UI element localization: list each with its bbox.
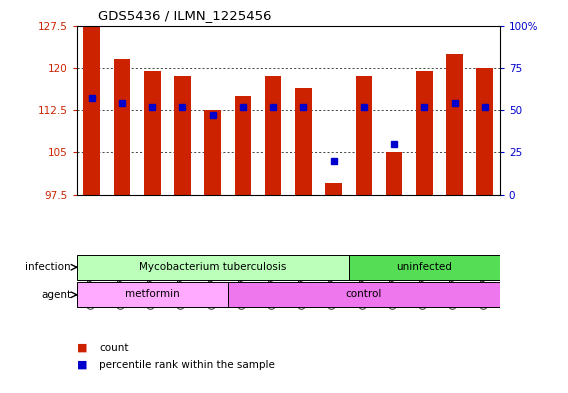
Bar <box>174 76 191 195</box>
Bar <box>204 110 221 195</box>
Text: GSM1378203: GSM1378203 <box>420 256 429 309</box>
Text: control: control <box>346 289 382 299</box>
Text: percentile rank within the sample: percentile rank within the sample <box>99 360 275 370</box>
Text: metformin: metformin <box>125 289 179 299</box>
Text: GSM1378194: GSM1378194 <box>299 256 308 309</box>
Text: GSM1378202: GSM1378202 <box>390 256 399 309</box>
Text: GSM1378193: GSM1378193 <box>269 256 278 309</box>
Bar <box>265 76 282 195</box>
Text: uninfected: uninfected <box>396 262 452 272</box>
Text: GSM1378205: GSM1378205 <box>480 256 489 309</box>
Bar <box>77 255 349 280</box>
Bar <box>325 183 342 195</box>
Text: ■: ■ <box>77 343 87 353</box>
Text: agent: agent <box>41 290 71 300</box>
Bar <box>349 255 500 280</box>
Text: GSM1378196: GSM1378196 <box>87 256 97 309</box>
Text: GSM1378201: GSM1378201 <box>360 256 368 309</box>
Text: count: count <box>99 343 129 353</box>
Bar <box>295 88 312 195</box>
Text: ■: ■ <box>77 360 87 370</box>
Text: GSM1378197: GSM1378197 <box>118 256 127 309</box>
Text: GSM1378199: GSM1378199 <box>178 256 187 309</box>
Bar <box>77 282 228 307</box>
Bar <box>228 282 500 307</box>
Bar <box>477 68 493 195</box>
Text: infection: infection <box>26 262 71 272</box>
Text: GSM1378195: GSM1378195 <box>329 256 338 309</box>
Text: GDS5436 / ILMN_1225456: GDS5436 / ILMN_1225456 <box>98 9 272 22</box>
Bar <box>416 71 433 195</box>
Text: Mycobacterium tuberculosis: Mycobacterium tuberculosis <box>139 262 286 272</box>
Text: GSM1378204: GSM1378204 <box>450 256 459 309</box>
Bar <box>83 26 100 195</box>
Text: GSM1378192: GSM1378192 <box>239 256 248 309</box>
Bar <box>114 59 130 195</box>
Bar <box>235 96 251 195</box>
Bar <box>386 152 402 195</box>
Bar <box>446 54 463 195</box>
Bar <box>144 71 161 195</box>
Text: GSM1378200: GSM1378200 <box>208 256 217 309</box>
Text: GSM1378198: GSM1378198 <box>148 256 157 309</box>
Bar <box>356 76 372 195</box>
